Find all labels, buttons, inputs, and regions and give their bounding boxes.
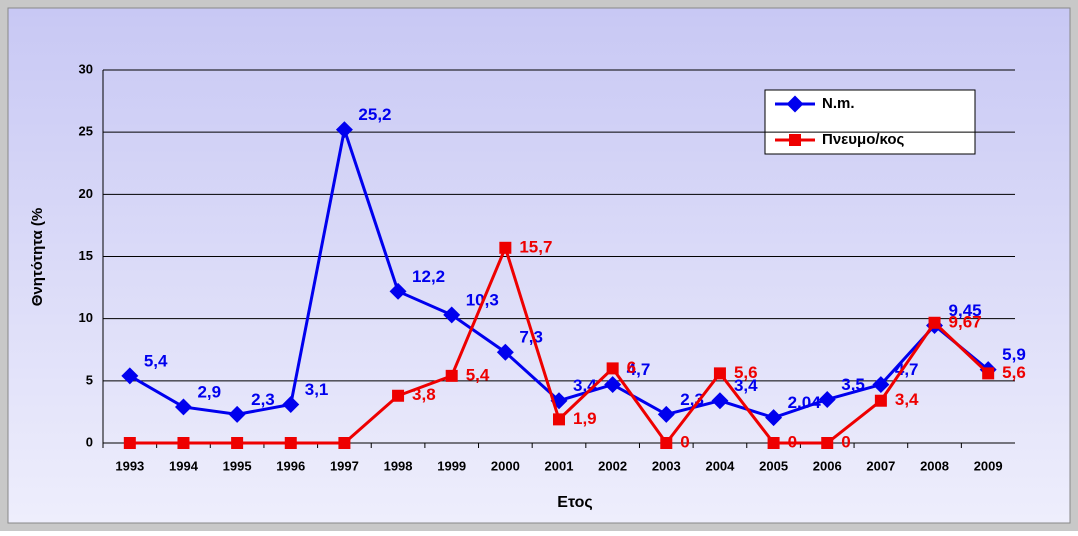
data-label: 5,6 bbox=[1002, 363, 1026, 382]
x-tick-label: 2000 bbox=[491, 458, 520, 473]
marker bbox=[818, 390, 836, 408]
data-label: 0 bbox=[788, 432, 797, 451]
legend-marker bbox=[789, 134, 801, 146]
x-tick-label: 1994 bbox=[169, 458, 199, 473]
data-label: 5,9 bbox=[1002, 345, 1026, 364]
data-label: 0 bbox=[841, 432, 850, 451]
marker bbox=[231, 437, 244, 449]
x-tick-label: 1998 bbox=[384, 458, 413, 473]
x-tick-label: 2003 bbox=[652, 458, 681, 473]
data-label: 2,04 bbox=[788, 393, 822, 412]
data-label: 4,7 bbox=[627, 360, 651, 379]
marker bbox=[606, 362, 619, 375]
marker bbox=[177, 437, 190, 449]
x-tick-label: 1995 bbox=[223, 458, 252, 473]
y-tick-label: 20 bbox=[79, 186, 93, 201]
data-label: 5,4 bbox=[144, 351, 168, 370]
data-label: 9,67 bbox=[949, 312, 982, 331]
legend-label: Πνευμο/κος bbox=[822, 131, 905, 148]
data-label: 3,5 bbox=[841, 375, 865, 394]
marker bbox=[443, 306, 461, 324]
y-axis-title: Θνητότητα (% bbox=[29, 208, 46, 306]
y-tick-label: 30 bbox=[79, 61, 93, 76]
marker bbox=[657, 405, 675, 423]
marker bbox=[711, 392, 729, 410]
marker bbox=[284, 437, 297, 449]
x-tick-label: 1993 bbox=[115, 458, 144, 473]
x-axis-title: Ετος bbox=[557, 494, 592, 511]
marker bbox=[389, 282, 407, 300]
legend-label: N.m. bbox=[822, 95, 855, 112]
y-tick-label: 10 bbox=[79, 310, 93, 325]
data-label: 25,2 bbox=[358, 105, 391, 124]
x-tick-label: 2001 bbox=[545, 458, 574, 473]
marker bbox=[982, 367, 995, 380]
marker bbox=[338, 437, 351, 449]
marker bbox=[821, 437, 834, 449]
marker bbox=[928, 316, 941, 329]
data-label: 3,1 bbox=[305, 380, 329, 399]
marker bbox=[499, 241, 512, 254]
marker bbox=[445, 369, 458, 382]
x-tick-label: 1999 bbox=[437, 458, 466, 473]
data-label: 9,45 bbox=[949, 301, 982, 320]
data-label: 6 bbox=[627, 358, 636, 377]
marker bbox=[872, 376, 890, 394]
marker bbox=[767, 437, 780, 449]
data-label: 5,4 bbox=[466, 365, 490, 384]
x-tick-label: 2005 bbox=[759, 458, 788, 473]
legend-marker bbox=[786, 95, 804, 113]
marker bbox=[123, 437, 136, 449]
x-tick-label: 2002 bbox=[598, 458, 627, 473]
marker bbox=[282, 395, 300, 413]
marker bbox=[228, 405, 246, 423]
marker bbox=[121, 367, 139, 385]
y-tick-label: 0 bbox=[86, 434, 93, 449]
chart-area bbox=[7, 7, 1071, 524]
y-tick-label: 15 bbox=[79, 248, 93, 263]
x-tick-label: 1996 bbox=[276, 458, 305, 473]
marker bbox=[604, 376, 622, 394]
data-label: 0 bbox=[680, 432, 689, 451]
y-tick-label: 25 bbox=[79, 124, 93, 139]
marker bbox=[765, 409, 783, 427]
data-label: 1,9 bbox=[573, 409, 597, 428]
data-label: 7,3 bbox=[519, 328, 543, 347]
marker bbox=[496, 343, 514, 361]
data-label: 3,8 bbox=[412, 385, 436, 404]
x-tick-label: 2009 bbox=[974, 458, 1003, 473]
x-tick-label: 2008 bbox=[920, 458, 949, 473]
marker bbox=[874, 394, 887, 407]
marker bbox=[713, 367, 726, 380]
x-tick-label: 2007 bbox=[866, 458, 895, 473]
y-tick-label: 5 bbox=[86, 372, 93, 387]
data-label: 3,4 bbox=[734, 376, 758, 395]
data-label: 2,3 bbox=[251, 390, 275, 409]
data-label: 12,2 bbox=[412, 267, 445, 286]
x-tick-label: 2006 bbox=[813, 458, 842, 473]
marker bbox=[174, 398, 192, 416]
marker bbox=[392, 389, 405, 402]
x-tick-label: 2004 bbox=[705, 458, 735, 473]
data-label: 3,4 bbox=[895, 390, 919, 409]
x-tick-label: 1997 bbox=[330, 458, 359, 473]
data-label: 15,7 bbox=[519, 237, 552, 256]
marker bbox=[660, 437, 673, 449]
marker bbox=[553, 413, 565, 426]
data-label: 2,9 bbox=[197, 382, 221, 401]
data-label: 5,6 bbox=[734, 363, 758, 382]
